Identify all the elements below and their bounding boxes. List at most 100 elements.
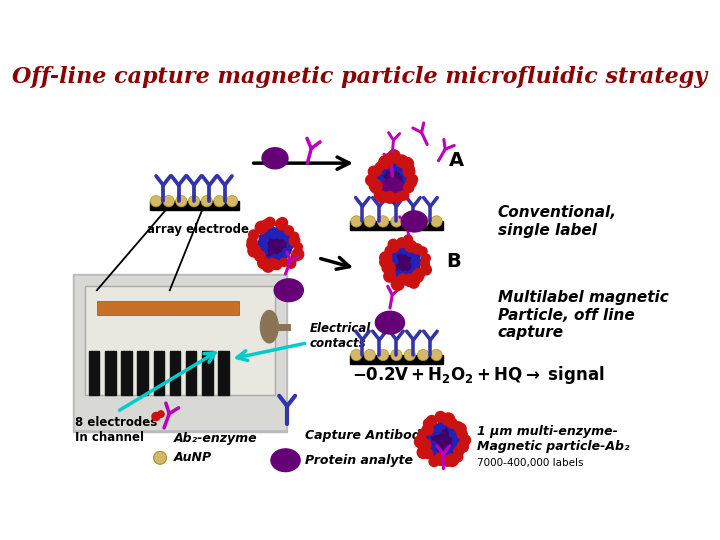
Circle shape bbox=[418, 349, 429, 361]
Circle shape bbox=[248, 230, 258, 240]
Circle shape bbox=[429, 456, 439, 467]
Circle shape bbox=[351, 349, 362, 361]
Bar bbox=[85, 286, 275, 395]
Circle shape bbox=[426, 415, 437, 426]
Circle shape bbox=[431, 450, 438, 457]
Circle shape bbox=[412, 271, 423, 282]
Text: Off-line capture magnetic particle microfluidic strategy: Off-line capture magnetic particle micro… bbox=[12, 66, 708, 88]
Circle shape bbox=[247, 237, 257, 247]
Circle shape bbox=[442, 413, 454, 426]
Circle shape bbox=[259, 233, 269, 243]
Circle shape bbox=[395, 271, 402, 278]
Circle shape bbox=[404, 216, 415, 227]
Circle shape bbox=[387, 264, 395, 273]
Circle shape bbox=[214, 195, 225, 207]
Circle shape bbox=[397, 191, 406, 200]
Circle shape bbox=[226, 195, 238, 207]
Circle shape bbox=[444, 447, 452, 455]
Text: Electrical
contacts: Electrical contacts bbox=[310, 322, 371, 350]
Circle shape bbox=[385, 246, 393, 254]
Circle shape bbox=[392, 194, 401, 202]
Circle shape bbox=[423, 419, 432, 428]
Circle shape bbox=[393, 247, 400, 254]
Bar bbox=[138, 351, 148, 395]
Circle shape bbox=[379, 252, 392, 264]
Circle shape bbox=[398, 274, 408, 284]
Circle shape bbox=[436, 411, 446, 422]
Circle shape bbox=[449, 428, 459, 437]
Bar bbox=[186, 351, 197, 395]
Circle shape bbox=[443, 457, 452, 466]
Text: 8 electrodes
In channel: 8 electrodes In channel bbox=[75, 416, 157, 444]
Circle shape bbox=[402, 175, 410, 183]
Ellipse shape bbox=[378, 179, 407, 203]
Circle shape bbox=[265, 218, 275, 227]
Circle shape bbox=[277, 218, 287, 228]
Circle shape bbox=[289, 235, 300, 246]
Circle shape bbox=[415, 436, 427, 448]
Circle shape bbox=[440, 452, 447, 460]
Bar bbox=[153, 351, 164, 395]
Circle shape bbox=[403, 274, 415, 286]
Circle shape bbox=[364, 216, 375, 227]
Text: array electrode: array electrode bbox=[147, 223, 249, 236]
Circle shape bbox=[420, 259, 429, 268]
Ellipse shape bbox=[274, 279, 303, 301]
Circle shape bbox=[377, 191, 388, 203]
Circle shape bbox=[376, 175, 383, 183]
Circle shape bbox=[262, 261, 274, 272]
Text: B: B bbox=[446, 252, 462, 272]
Circle shape bbox=[374, 190, 384, 200]
Circle shape bbox=[272, 260, 282, 269]
Circle shape bbox=[392, 278, 404, 291]
Circle shape bbox=[418, 429, 426, 438]
Circle shape bbox=[457, 429, 467, 439]
Circle shape bbox=[457, 441, 469, 452]
Circle shape bbox=[264, 228, 271, 234]
Text: A: A bbox=[449, 151, 464, 170]
Circle shape bbox=[292, 248, 304, 260]
Circle shape bbox=[384, 268, 395, 279]
Text: $\mathbf{-0.2V + H_2O_2 + HQ}$$\mathbf{\rightarrow}$$\mathbf{\ signal}$: $\mathbf{-0.2V + H_2O_2 + HQ}$$\mathbf{\… bbox=[352, 364, 605, 386]
Bar bbox=[97, 301, 238, 315]
Circle shape bbox=[400, 191, 409, 200]
Circle shape bbox=[404, 235, 413, 244]
Bar bbox=[121, 351, 132, 395]
Circle shape bbox=[372, 167, 382, 176]
Text: Multilabel magnetic
Particle, off line
capture: Multilabel magnetic Particle, off line c… bbox=[498, 290, 668, 340]
Circle shape bbox=[377, 349, 389, 361]
Bar bbox=[350, 221, 443, 231]
Circle shape bbox=[395, 161, 406, 172]
Circle shape bbox=[411, 257, 420, 266]
Bar bbox=[350, 355, 443, 364]
Circle shape bbox=[284, 226, 294, 235]
Circle shape bbox=[452, 436, 464, 447]
Circle shape bbox=[291, 253, 300, 261]
Circle shape bbox=[422, 424, 433, 435]
Circle shape bbox=[163, 195, 174, 207]
Circle shape bbox=[287, 242, 294, 249]
Circle shape bbox=[418, 247, 427, 256]
Circle shape bbox=[412, 251, 420, 259]
Circle shape bbox=[403, 166, 415, 178]
Circle shape bbox=[447, 418, 457, 428]
Circle shape bbox=[267, 259, 278, 269]
Circle shape bbox=[152, 413, 160, 421]
Circle shape bbox=[369, 179, 382, 192]
Bar bbox=[75, 276, 284, 429]
Circle shape bbox=[391, 349, 402, 361]
Circle shape bbox=[381, 161, 389, 170]
Circle shape bbox=[270, 255, 280, 265]
Circle shape bbox=[386, 160, 397, 171]
Circle shape bbox=[247, 241, 256, 249]
Bar bbox=[73, 274, 287, 432]
Circle shape bbox=[400, 170, 408, 177]
Circle shape bbox=[384, 271, 395, 282]
Ellipse shape bbox=[261, 310, 278, 343]
Circle shape bbox=[408, 278, 419, 288]
Circle shape bbox=[420, 265, 431, 275]
Circle shape bbox=[461, 435, 471, 445]
Circle shape bbox=[403, 183, 414, 193]
Circle shape bbox=[378, 168, 385, 175]
Circle shape bbox=[412, 264, 420, 272]
